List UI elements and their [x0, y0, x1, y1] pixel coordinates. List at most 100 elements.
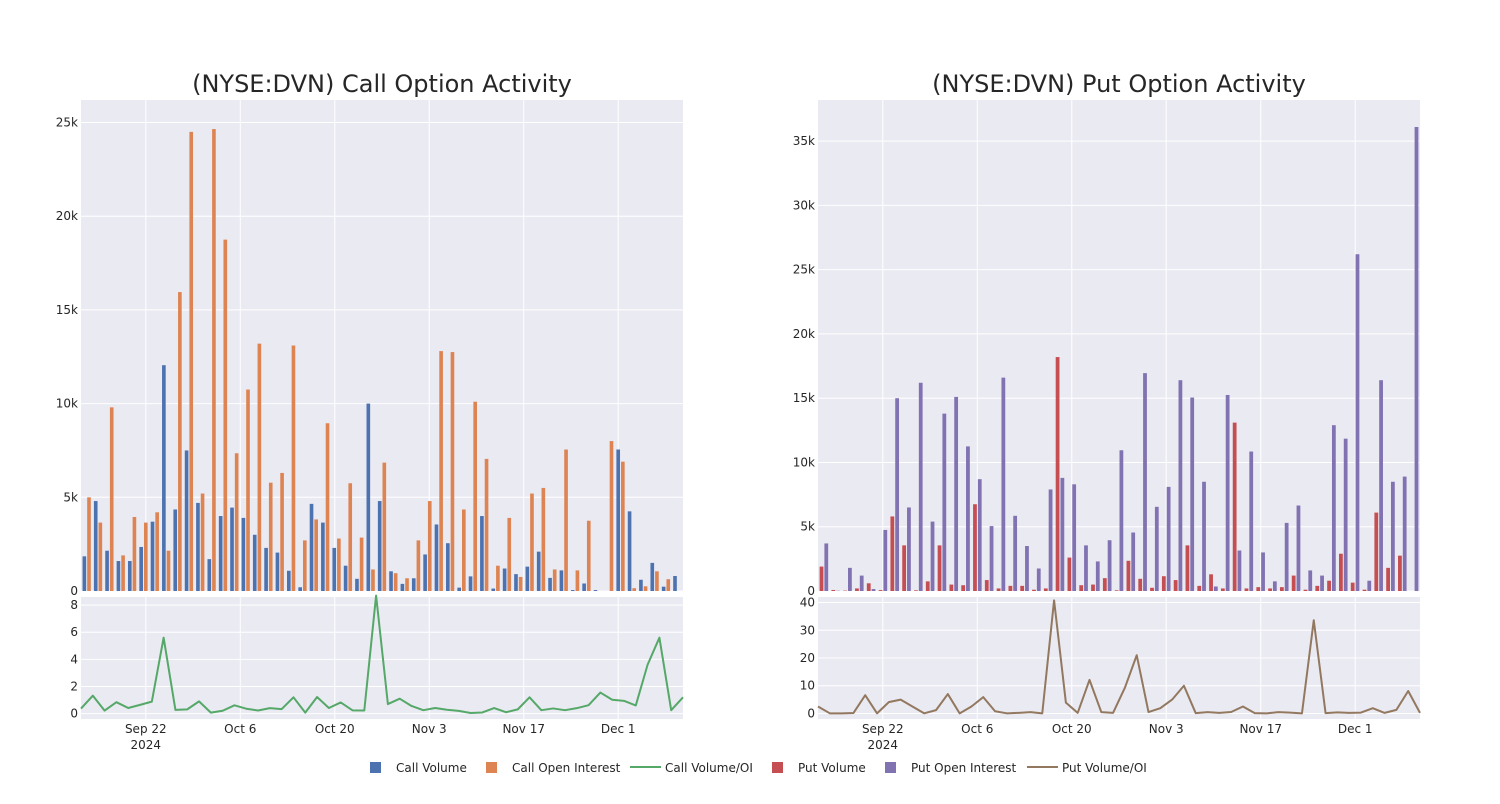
- bar-open-interest: [632, 588, 636, 591]
- y-tick-label: 20k: [793, 327, 815, 341]
- bar-volume: [1032, 590, 1036, 591]
- bar-open-interest: [223, 240, 227, 591]
- legend: Call Volume Call Open Interest Call Volume…: [370, 761, 1147, 775]
- bar-open-interest: [1202, 482, 1206, 591]
- bar-open-interest: [383, 463, 387, 591]
- bar-open-interest: [519, 577, 523, 591]
- bar-open-interest: [405, 578, 409, 591]
- bar-open-interest: [576, 570, 580, 591]
- y-tick-label: 0: [807, 706, 815, 720]
- x-tick-label: Dec 1: [1338, 722, 1373, 736]
- bar-open-interest: [553, 569, 557, 591]
- bar-open-interest: [1049, 489, 1053, 591]
- x-tick-sublabel: 2024: [868, 738, 899, 752]
- legend-label: Call Volume: [396, 761, 467, 775]
- bar-volume: [1233, 423, 1237, 591]
- bar-volume: [219, 516, 223, 591]
- bar-open-interest: [1155, 507, 1159, 591]
- bar-open-interest: [1226, 395, 1230, 591]
- bar-open-interest: [1120, 450, 1124, 591]
- bar-volume: [310, 504, 314, 591]
- bar-open-interest: [1214, 587, 1218, 592]
- bar-open-interest: [966, 446, 970, 591]
- bar-volume: [196, 503, 200, 591]
- bar-volume: [1197, 586, 1201, 591]
- bar-volume: [412, 578, 416, 591]
- bar-open-interest: [507, 518, 511, 591]
- bar-volume: [560, 570, 564, 591]
- bar-volume: [435, 524, 439, 591]
- bar-volume: [855, 588, 859, 591]
- bar-volume: [151, 522, 155, 591]
- bar-open-interest: [99, 523, 103, 591]
- bar-volume: [1115, 590, 1119, 591]
- bar-open-interest: [1084, 545, 1088, 591]
- y-tick-label: 6: [70, 625, 78, 639]
- bar-open-interest: [87, 497, 91, 591]
- y-tick-label: 8: [70, 598, 78, 612]
- y-tick-label: 25k: [56, 115, 78, 129]
- bar-volume: [1339, 554, 1343, 591]
- bar-open-interest: [1179, 380, 1183, 591]
- bar-volume: [673, 576, 677, 591]
- bar-open-interest: [1273, 581, 1277, 591]
- bar-open-interest: [1108, 540, 1112, 591]
- x-tick-label: Dec 1: [601, 722, 636, 736]
- bar-open-interest: [1320, 576, 1324, 591]
- legend-label: Call Volume/OI: [665, 761, 753, 775]
- bar-volume: [997, 588, 1001, 591]
- bar-open-interest: [1285, 523, 1289, 591]
- bar-open-interest: [1060, 478, 1064, 591]
- y-tick-label: 35k: [793, 134, 815, 148]
- bar-volume: [867, 583, 871, 591]
- bar-open-interest: [931, 522, 935, 591]
- plot-area-top: [81, 100, 683, 591]
- bar-volume: [1044, 588, 1048, 591]
- y-tick-label: 5k: [800, 520, 815, 534]
- bar-open-interest: [919, 383, 923, 591]
- bar-open-interest: [824, 543, 828, 591]
- bar-volume: [1327, 581, 1331, 591]
- x-tick-label: Sep 22: [125, 722, 167, 736]
- bar-open-interest: [1391, 482, 1395, 591]
- bar-volume: [831, 590, 835, 591]
- y-tick-label: 20k: [56, 209, 78, 223]
- bar-volume: [298, 587, 302, 591]
- bar-volume: [926, 581, 930, 591]
- legend-swatch: [370, 762, 381, 773]
- bar-volume: [571, 590, 575, 591]
- bar-volume: [1186, 545, 1190, 591]
- bar-open-interest: [610, 441, 614, 591]
- bar-volume: [355, 579, 359, 591]
- bar-open-interest: [473, 402, 477, 591]
- bar-volume: [639, 580, 643, 591]
- bar-volume: [139, 547, 143, 591]
- bar-open-interest: [1261, 552, 1265, 591]
- bar-open-interest: [542, 488, 546, 591]
- bar-open-interest: [258, 344, 262, 591]
- legend-item: Put Volume: [772, 761, 866, 775]
- bar-volume: [1315, 586, 1319, 591]
- y-tick-label: 25k: [793, 263, 815, 277]
- bar-volume: [628, 511, 632, 591]
- bar-open-interest: [1167, 487, 1171, 591]
- legend-item: Call Volume: [370, 761, 467, 775]
- bar-open-interest: [1308, 570, 1312, 591]
- bar-volume: [401, 584, 405, 591]
- bar-open-interest: [269, 483, 273, 591]
- legend-swatch: [772, 762, 783, 773]
- legend-swatch: [885, 762, 896, 773]
- bar-volume: [1398, 556, 1402, 591]
- bar-open-interest: [121, 555, 125, 591]
- bar-open-interest: [530, 494, 534, 591]
- bar-open-interest: [201, 494, 205, 591]
- bar-volume: [1068, 558, 1072, 591]
- x-tick-label: Oct 6: [961, 722, 993, 736]
- bar-volume: [1268, 588, 1272, 591]
- bar-open-interest: [666, 579, 670, 591]
- bar-open-interest: [371, 569, 375, 591]
- bar-volume: [1056, 357, 1060, 591]
- legend-label: Call Open Interest: [512, 761, 621, 775]
- bar-volume: [1150, 588, 1154, 591]
- y-tick-label: 30: [800, 623, 815, 637]
